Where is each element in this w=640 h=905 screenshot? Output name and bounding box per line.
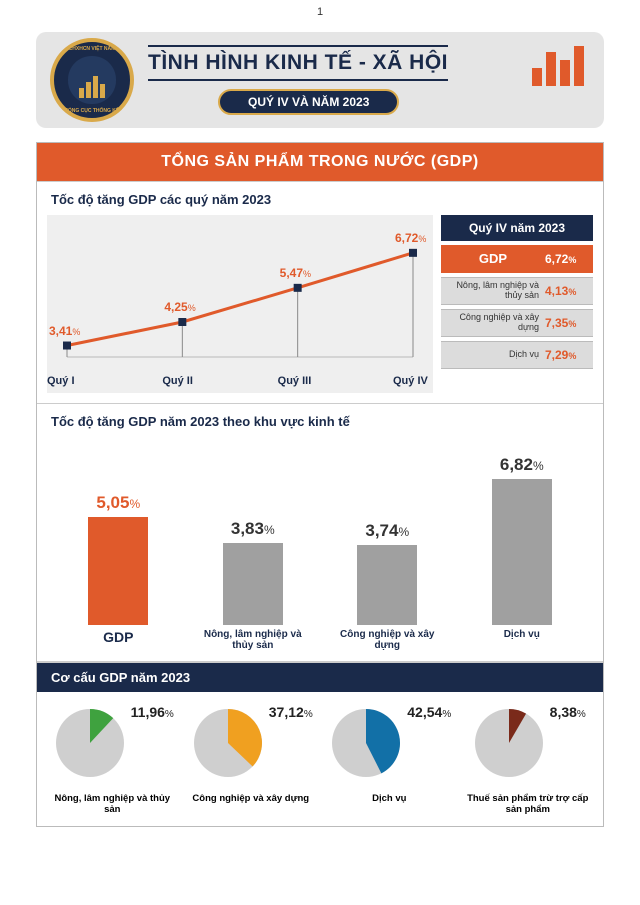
gdp-pie-row: 11,96% Nông, lâm nghiệp và thủy sản 37,12%… bbox=[37, 692, 603, 826]
row-value: 7,29% bbox=[545, 348, 593, 362]
table-row: Dịch vụ7,29% bbox=[441, 341, 593, 369]
bar-column: 5,05% bbox=[58, 493, 178, 625]
bar-label: Dịch vụ bbox=[462, 629, 582, 651]
row-label: GDP bbox=[441, 252, 545, 266]
table-row: Công nghiệp và xây dựng7,35% bbox=[441, 309, 593, 337]
pie-column: 42,54% Dịch vụ bbox=[324, 704, 454, 816]
line-point-label: 4,25% bbox=[164, 300, 195, 314]
pie-value: 11,96% bbox=[131, 704, 174, 720]
row-label: Công nghiệp và xây dựng bbox=[441, 313, 545, 333]
gdp-bar-chart: 5,05% 3,83% 3,74% 6,82% bbox=[37, 437, 603, 625]
bar-label: Nông, lâm nghiệp và thủy sản bbox=[193, 629, 313, 651]
page-number: 1 bbox=[0, 0, 640, 24]
bar-column: 6,82% bbox=[462, 455, 582, 625]
bar-value: 3,74% bbox=[365, 521, 409, 541]
bar-chart-labels: GDP Nông, lâm nghiệp và thủy sản Công nghi… bbox=[37, 625, 603, 662]
q4-summary-table: Quý IV năm 2023 GDP6,72% Nông, lâm nghiệp… bbox=[441, 215, 593, 393]
bar-label: Công nghiệp và xây dựng bbox=[327, 629, 447, 651]
table-row: GDP6,72% bbox=[441, 245, 593, 273]
pie-column: 11,96% Nông, lâm nghiệp và thủy sản bbox=[47, 704, 177, 816]
pie-label: Công nghiệp và xây dựng bbox=[192, 793, 309, 804]
pie-chart bbox=[327, 704, 405, 787]
bar-value: 3,83% bbox=[231, 519, 275, 539]
row-label: Dịch vụ bbox=[441, 350, 545, 360]
line-point-label: 3,41% bbox=[49, 324, 80, 338]
logo-badge: CHXHCN VIỆT NAM TỔNG CỤC THỐNG KÊ bbox=[50, 38, 134, 122]
pie-column: 8,38% Thuế sản phẩm trừ trợ cấp sản phẩm bbox=[463, 704, 593, 816]
header-band: CHXHCN VIỆT NAM TỔNG CỤC THỐNG KÊ TÌNH H… bbox=[36, 32, 604, 128]
row-value: 7,35% bbox=[545, 316, 593, 330]
bar-rect bbox=[223, 543, 283, 625]
bar-value: 5,05% bbox=[96, 493, 140, 513]
logo-bars-icon bbox=[68, 56, 115, 103]
line-chart-title: Tốc độ tăng GDP các quý năm 2023 bbox=[37, 181, 603, 215]
page-subtitle: QUÝ IV VÀ NĂM 2023 bbox=[218, 89, 399, 115]
bar-column: 3,83% bbox=[193, 519, 313, 625]
pie-label: Dịch vụ bbox=[372, 793, 406, 804]
pie-chart bbox=[470, 704, 548, 787]
gdp-line-chart: 3,41% 4,25% 5,47% 6,72% Quý I Quý II Quý III Qu… bbox=[47, 215, 433, 393]
page-title: TÌNH HÌNH KINH TẾ - XÃ HỘI bbox=[148, 45, 448, 81]
row-value: 6,72% bbox=[545, 252, 593, 266]
bar-chart-title: Tốc độ tăng GDP năm 2023 theo khu vực ki… bbox=[37, 403, 603, 437]
pie-label: Thuế sản phẩm trừ trợ cấp sản phẩm bbox=[463, 793, 593, 816]
line-point-label: 6,72% bbox=[395, 231, 426, 245]
pie-column: 37,12% Công nghiệp và xây dựng bbox=[186, 704, 316, 816]
bar-rect bbox=[357, 545, 417, 625]
pie-section-title: Cơ cấu GDP năm 2023 bbox=[37, 662, 603, 692]
line-and-table-row: 3,41% 4,25% 5,47% 6,72% Quý I Quý II Quý III Qu… bbox=[37, 215, 603, 403]
line-point-label: 5,47% bbox=[280, 266, 311, 280]
logo-text-top: CHXHCN VIỆT NAM bbox=[54, 46, 130, 52]
row-value: 4,13% bbox=[545, 284, 593, 298]
pie-label: Nông, lâm nghiệp và thủy sản bbox=[47, 793, 177, 816]
line-x-label: Quý II bbox=[162, 375, 193, 387]
pie-value: 42,54% bbox=[407, 704, 451, 720]
pie-chart bbox=[189, 704, 267, 787]
bar-rect bbox=[88, 517, 148, 625]
logo-text-bottom: TỔNG CỤC THỐNG KÊ bbox=[54, 108, 130, 114]
bar-column: 3,74% bbox=[327, 521, 447, 625]
bar-rect bbox=[492, 479, 552, 625]
line-x-label: Quý IV bbox=[393, 375, 428, 387]
line-x-label: Quý I bbox=[47, 375, 75, 387]
q4-table-title: Quý IV năm 2023 bbox=[441, 215, 593, 241]
gdp-section: TỔNG SẢN PHẨM TRONG NƯỚC (GDP) Tốc độ tă… bbox=[36, 142, 604, 827]
pie-value: 8,38% bbox=[550, 704, 586, 720]
line-x-label: Quý III bbox=[278, 375, 312, 387]
table-row: Nông, lâm nghiệp và thủy sản4,13% bbox=[441, 277, 593, 305]
pie-chart bbox=[51, 704, 129, 787]
bar-label: GDP bbox=[58, 629, 178, 651]
pie-value: 37,12% bbox=[269, 704, 313, 720]
bars-icon bbox=[532, 46, 584, 86]
row-label: Nông, lâm nghiệp và thủy sản bbox=[441, 281, 545, 301]
bar-value: 6,82% bbox=[500, 455, 544, 475]
section-title: TỔNG SẢN PHẨM TRONG NƯỚC (GDP) bbox=[37, 143, 603, 181]
